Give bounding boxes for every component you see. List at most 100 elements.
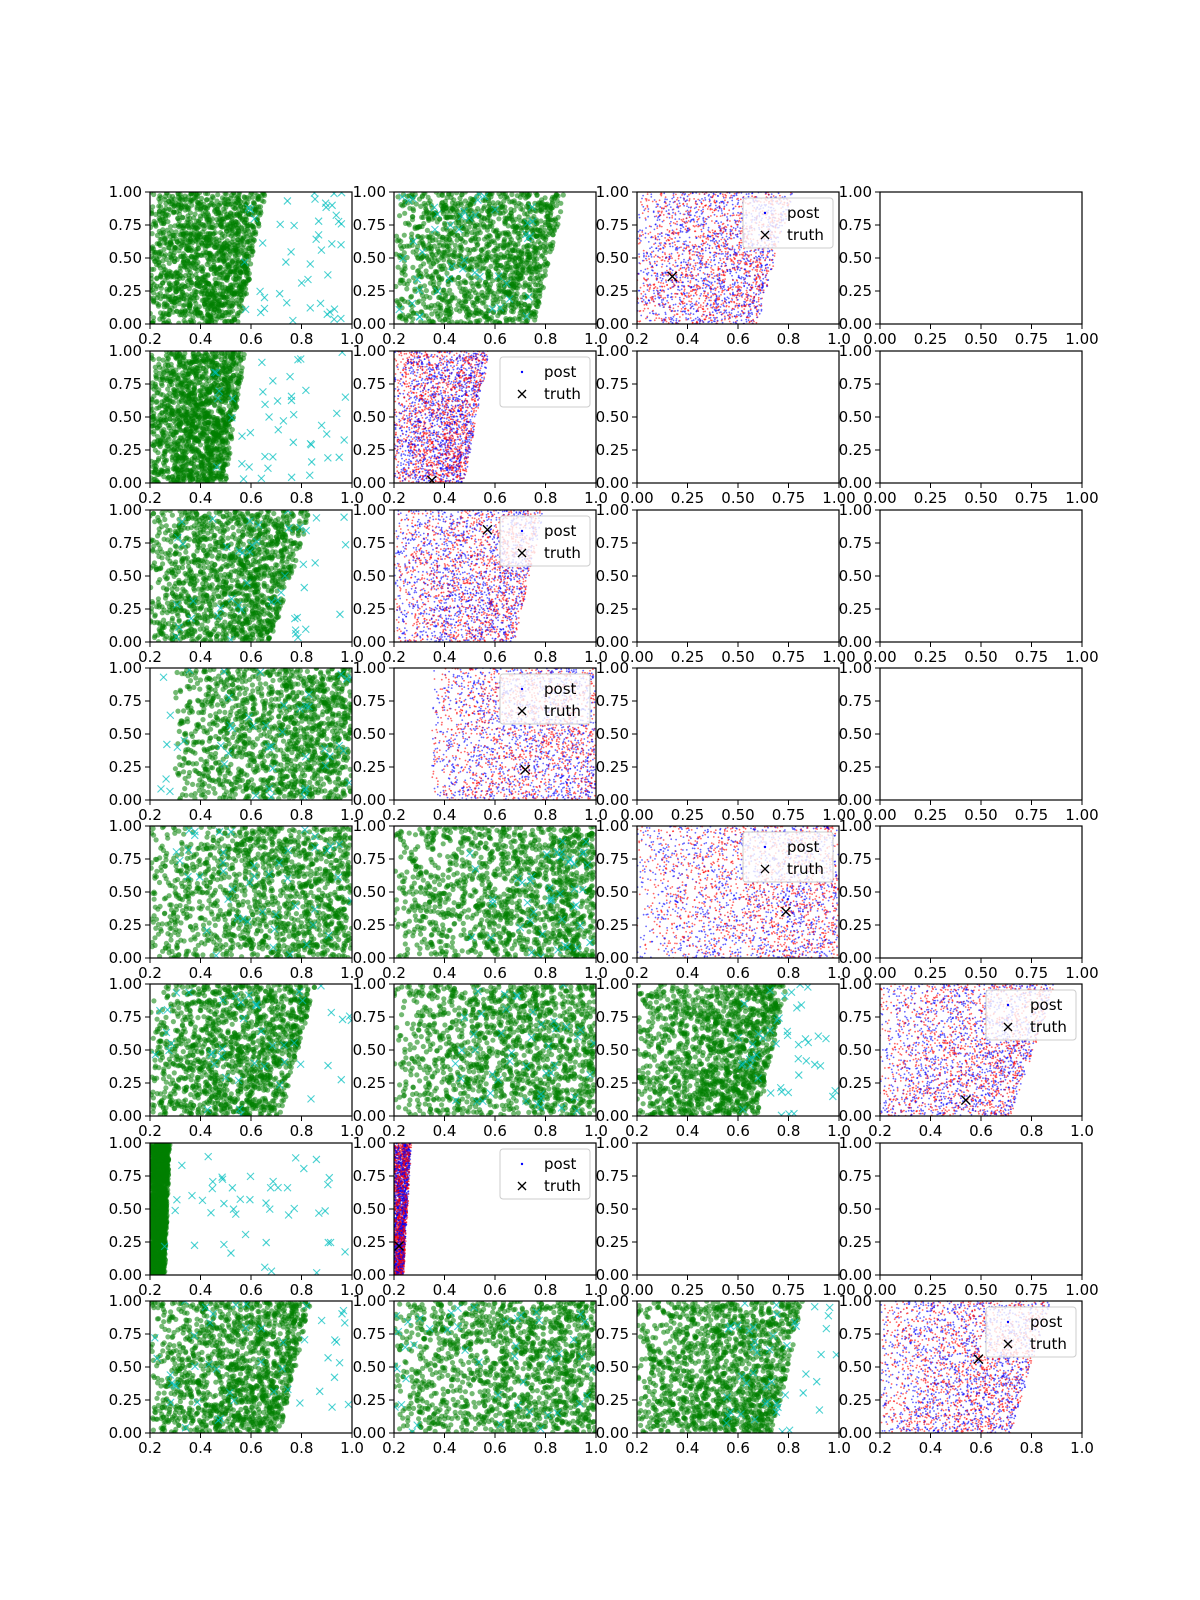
sample-point (409, 308, 415, 314)
sample-point (462, 293, 468, 299)
posterior-point (695, 236, 698, 239)
posterior-point (693, 253, 695, 256)
sample-point (187, 239, 193, 245)
posterior-point (757, 298, 760, 301)
posterior-point (759, 259, 762, 261)
posterior-point (710, 215, 712, 217)
cross-marker (430, 203, 439, 212)
cross-marker (395, 305, 404, 314)
sample-point (151, 266, 157, 272)
sample-point (447, 221, 453, 227)
posterior-point (678, 246, 681, 249)
cross-marker (314, 230, 323, 239)
posterior-point (720, 210, 723, 212)
posterior-point (658, 238, 661, 241)
cross-marker (465, 214, 474, 222)
posterior-point (734, 306, 737, 308)
sample-point (202, 301, 208, 307)
posterior-point (678, 202, 681, 205)
sample-point (150, 287, 155, 293)
posterior-point (724, 250, 727, 253)
posterior-point (666, 216, 668, 219)
sample-point (521, 284, 527, 290)
cross-marker (470, 268, 479, 277)
posterior-point (744, 271, 747, 274)
sample-point (223, 299, 229, 305)
posterior-point (716, 215, 718, 218)
posterior-point (709, 239, 712, 242)
sample-point (481, 204, 487, 210)
sample-point (440, 249, 447, 255)
posterior-point (728, 317, 731, 319)
sample-point (438, 277, 444, 283)
cross-marker (496, 303, 505, 312)
posterior-point (717, 266, 720, 268)
posterior-point (690, 218, 693, 221)
sample-point (172, 245, 178, 251)
sample-point (486, 268, 492, 274)
posterior-point (761, 248, 764, 251)
sample-point (449, 319, 455, 324)
posterior-point (675, 319, 678, 322)
cross-marker (288, 316, 297, 324)
posterior-point (735, 271, 738, 274)
sample-point (424, 255, 430, 261)
posterior-point (721, 289, 724, 292)
posterior-point (686, 212, 689, 215)
sample-point (509, 192, 515, 198)
sample-point (537, 273, 543, 279)
sample-point (192, 211, 198, 217)
sample-point (495, 233, 501, 239)
sample-point (509, 295, 515, 301)
posterior-point (659, 289, 662, 292)
posterior-point (669, 206, 672, 209)
sample-point (160, 221, 167, 227)
posterior-point (661, 319, 663, 322)
posterior-point (687, 313, 690, 315)
sample-point (204, 290, 210, 297)
sample-point (549, 196, 555, 202)
cross-marker (283, 197, 292, 205)
posterior-point (665, 210, 668, 213)
posterior-point (660, 274, 662, 276)
sample-point (219, 235, 225, 241)
posterior-point (755, 255, 757, 258)
posterior-point (755, 293, 757, 296)
sample-point (443, 292, 449, 298)
sample-point (423, 288, 429, 294)
posterior-point (738, 241, 741, 244)
posterior-point (719, 306, 722, 308)
posterior-point (702, 302, 705, 304)
sample-point (498, 262, 504, 268)
posterior-point (707, 206, 710, 208)
sample-point (400, 254, 406, 260)
posterior-point (649, 253, 652, 255)
cross-marker (447, 262, 456, 271)
posterior-point (706, 314, 708, 317)
posterior-point (725, 226, 728, 229)
sample-point (425, 214, 431, 220)
sample-point (187, 294, 193, 300)
posterior-point (644, 301, 647, 303)
posterior-point (756, 268, 758, 271)
y-tick-label: 0.75 (109, 216, 142, 234)
sample-point (156, 196, 162, 202)
posterior-point (693, 221, 696, 223)
posterior-point (664, 237, 666, 239)
cross-marker (337, 240, 345, 249)
posterior-point (676, 198, 678, 201)
posterior-point (699, 246, 701, 248)
posterior-point (737, 211, 739, 214)
sample-point (177, 273, 183, 279)
posterior-point (757, 293, 760, 296)
posterior-point (678, 218, 681, 220)
sample-point (201, 201, 207, 207)
posterior-point (687, 262, 690, 264)
sample-point (395, 194, 401, 200)
posterior-point (737, 261, 739, 264)
posterior-point (730, 260, 732, 262)
sample-point (250, 236, 256, 243)
posterior-point (702, 308, 704, 310)
posterior-point (745, 289, 748, 292)
sample-point (509, 199, 515, 205)
